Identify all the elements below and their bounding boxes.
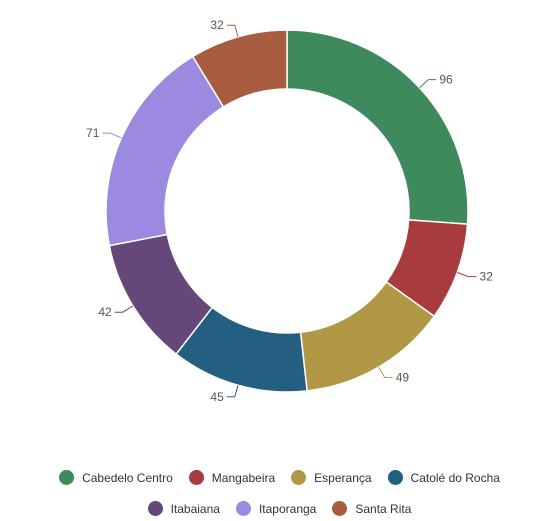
donut-slice-itaporanga[interactable] (105, 55, 225, 247)
legend-swatch-icon (332, 501, 348, 516)
label-connector (457, 272, 477, 278)
legend-item-catole-do-rocha[interactable]: Catolé do Rocha (387, 470, 500, 485)
legend-swatch-icon (235, 501, 251, 516)
legend-label: Catolé do Rocha (410, 470, 500, 485)
legend-label: Cabedelo Centro (82, 470, 173, 485)
legend-label: Itaporanga (258, 501, 317, 516)
legend-item-itabaiana[interactable]: Itabaiana (147, 501, 220, 516)
label-connector (226, 385, 239, 398)
legend-item-esperanca[interactable]: Esperança (291, 470, 372, 485)
legend-row-1: Cabedelo Centro Mangabeira Esperança Cat… (0, 470, 559, 485)
donut-chart: 96 32 49 45 42 71 32 (86, 18, 494, 404)
legend-label: Santa Rita (355, 501, 412, 516)
data-label-mangabeira: 32 (480, 270, 494, 284)
legend-swatch-icon (59, 470, 75, 485)
legend-item-mangabeira[interactable]: Mangabeira (188, 470, 276, 485)
donut-slice-santa-rita[interactable] (191, 29, 288, 108)
legend-swatch-icon (188, 470, 204, 485)
label-connector (419, 79, 437, 89)
legend-swatch-icon (291, 470, 307, 485)
legend-label: Itabaiana (170, 501, 220, 516)
legend-swatch-icon (387, 470, 403, 485)
data-label-itabaiana: 42 (98, 305, 112, 319)
legend-label: Esperança (314, 470, 372, 485)
label-connector (378, 366, 393, 378)
data-label-catole-do-rocha: 45 (210, 390, 224, 404)
legend-item-cabedelo-centro[interactable]: Cabedelo Centro (59, 470, 173, 485)
legend-item-itaporanga[interactable]: Itaporanga (235, 501, 317, 516)
label-connector (102, 132, 122, 139)
data-label-santa-rita: 32 (210, 18, 224, 32)
legend-row-2: Itabaiana Itaporanga Santa Rita (0, 501, 559, 516)
legend-swatch-icon (147, 501, 163, 516)
legend-item-santa-rita[interactable]: Santa Rita (332, 501, 411, 516)
label-connector (114, 305, 134, 313)
donut-slice-cabedelo-centro[interactable] (286, 29, 469, 225)
data-label-cabedelo-centro: 96 (439, 73, 453, 87)
legend-label: Mangabeira (211, 470, 276, 485)
label-connector (226, 24, 239, 37)
data-label-itaporanga: 71 (86, 126, 100, 140)
data-label-esperanca: 49 (396, 370, 410, 384)
